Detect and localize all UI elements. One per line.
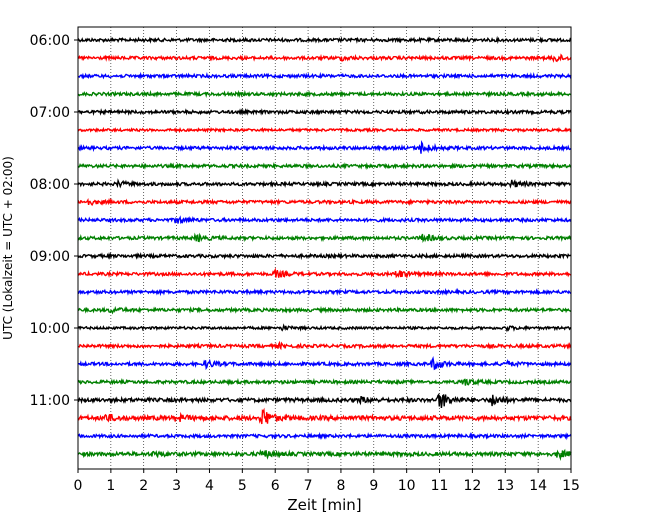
seismogram-trace (77, 197, 572, 207)
seismogram-trace (77, 323, 572, 333)
x-tick-label: 8 (336, 478, 345, 494)
x-tick-label: 9 (369, 478, 378, 494)
seismogram-trace (77, 251, 572, 261)
x-axis-ticks: 0 1 2 3 4 5 6 7 8 9 10 11 12 13 14 15 (74, 469, 580, 494)
x-tick-label: 10 (398, 478, 416, 494)
x-tick-label: 12 (463, 478, 481, 494)
seismogram-trace (77, 267, 572, 280)
seismogram-trace (77, 162, 571, 171)
seismogram-trace (77, 287, 572, 297)
seismogram-trace (77, 35, 571, 45)
seismogram-trace (77, 448, 572, 461)
y-tick-label: 08:00 (30, 177, 70, 193)
seismogram-trace (77, 356, 572, 371)
x-tick-label: 2 (139, 478, 148, 494)
seismogram-trace (77, 215, 572, 225)
x-tick-label: 4 (205, 478, 214, 494)
x-tick-label: 7 (304, 478, 313, 494)
x-tick-label: 0 (74, 478, 83, 494)
x-tick-label: 1 (106, 478, 115, 494)
seismogram-trace (77, 407, 572, 425)
plot-frame (77, 26, 572, 470)
x-tick-label: 6 (271, 478, 280, 494)
y-tick-label: 09:00 (30, 249, 70, 265)
seismogram-traces (77, 35, 572, 461)
seismogram-trace (77, 340, 572, 351)
y-tick-label: 07:00 (30, 105, 70, 121)
x-tick-label: 14 (529, 478, 547, 494)
seismogram-trace (77, 108, 572, 116)
seismogram-trace (77, 431, 572, 441)
seismogram-trace (77, 89, 572, 99)
y-tick-label: 10:00 (30, 321, 70, 337)
x-tick-label: 13 (496, 478, 514, 494)
x-tick-label: 5 (238, 478, 247, 494)
seismogram-trace (77, 232, 572, 244)
seismogram-trace (77, 178, 572, 189)
seismogram-trace (77, 53, 572, 63)
x-axis-label: Zeit [min] (287, 496, 361, 514)
seismogram-trace (78, 305, 572, 315)
x-tick-label: 15 (562, 478, 580, 494)
y-axis-label: UTC (Lokalzeit = UTC + 02:00) (1, 156, 15, 340)
seismogram-trace (77, 377, 572, 387)
y-tick-label: 11:00 (30, 393, 70, 409)
seismogram-trace (77, 392, 572, 408)
x-tick-label: 3 (172, 478, 181, 494)
y-tick-label: 06:00 (30, 33, 70, 49)
seismogram-trace (77, 71, 572, 80)
seismogram-trace (77, 126, 572, 134)
y-axis-ticks: 06:00 07:00 08:00 09:00 10:00 11:00 (30, 33, 78, 409)
x-tick-label: 11 (431, 478, 449, 494)
seismogram-trace (77, 140, 572, 154)
